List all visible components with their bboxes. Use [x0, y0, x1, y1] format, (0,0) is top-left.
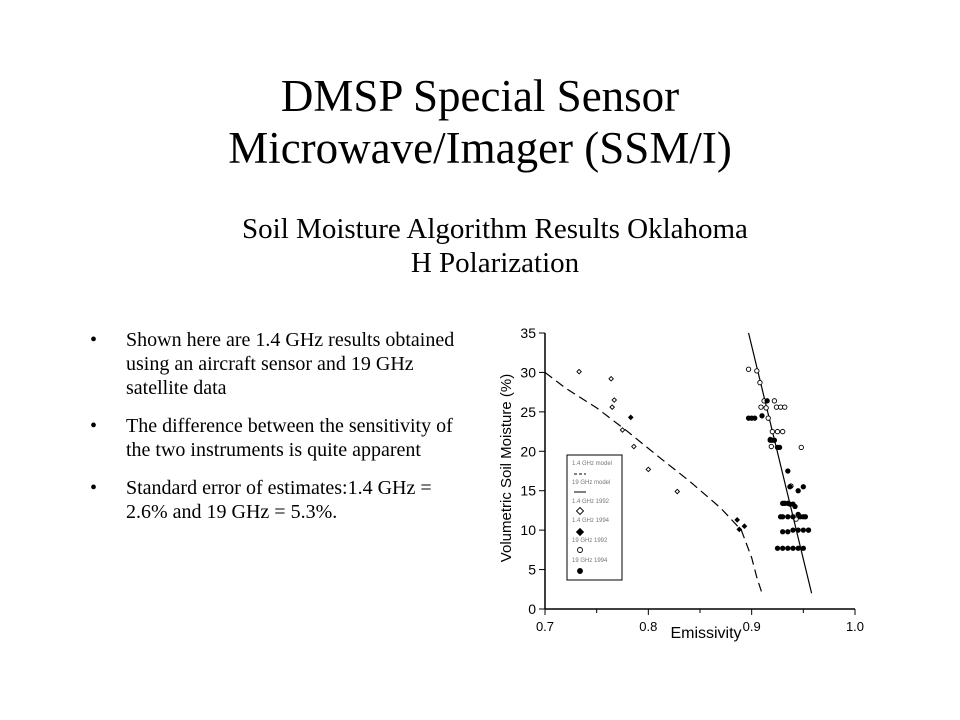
point-filled-circle: [785, 514, 791, 520]
legend-box: [566, 454, 623, 581]
y-tick-label: 0: [528, 601, 536, 617]
x-tick-label: 0.9: [743, 619, 761, 634]
bullet-dot-icon: •: [90, 329, 98, 351]
point-filled-diamond: [627, 414, 634, 421]
point-open-circle: [757, 380, 763, 386]
point-filled-circle: [785, 529, 791, 535]
point-open-circle: [768, 443, 774, 450]
point-filled-circle: [795, 527, 801, 533]
x-tick-label: 0.7: [536, 619, 554, 634]
legend-entry-label: 19 GHz 1992: [572, 538, 608, 544]
point-open-circle: [771, 398, 778, 404]
bullet-text: Standard error of estimates:1.4 GHz = 2.…: [126, 477, 432, 523]
y-tick-label: 30: [520, 364, 536, 380]
point-filled-diamond: [734, 517, 741, 523]
point-filled-diamond: [736, 526, 743, 533]
y-tick-label: 5: [528, 562, 536, 578]
subtitle-line-2: H Polarization: [410, 247, 580, 279]
point-open-circle: [754, 368, 760, 374]
point-open-circle: [765, 415, 771, 421]
y-tick-label: 35: [520, 325, 536, 341]
model-line-14ghz: [544, 371, 763, 594]
point-open-diamond: [576, 368, 582, 375]
x-tick-label: 0.8: [639, 619, 657, 634]
point-filled-circle: [764, 398, 770, 404]
point-open-diamond: [619, 427, 626, 433]
point-open-diamond: [674, 488, 681, 495]
bullet-item: • Standard error of estimates:1.4 GHz = …: [90, 476, 475, 524]
bullet-item: • The difference between the sensitivity…: [90, 414, 475, 462]
y-tick-label: 15: [520, 483, 536, 499]
subtitle-line-1: Soil Moisture Algorithm Results Oklahoma: [242, 213, 748, 245]
point-open-diamond: [609, 404, 616, 410]
point-filled-circle: [780, 545, 786, 551]
point-filled-circle: [790, 514, 796, 520]
point-filled-circle: [777, 514, 784, 520]
point-filled-circle: [800, 545, 806, 551]
legend-symbol: [575, 506, 585, 516]
point-open-circle: [758, 404, 764, 410]
slide-subtitle: Soil Moisture Algorithm Results Oklahoma…: [0, 212, 960, 280]
point-filled-circle: [790, 545, 796, 551]
point-filled-circle: [792, 503, 798, 510]
slide-title: DMSP Special Sensor Microwave/Imager (SS…: [0, 70, 960, 174]
point-open-diamond: [631, 443, 637, 450]
legend-symbol: [577, 568, 583, 574]
y-tick-label: 25: [520, 404, 536, 420]
point-filled-circle: [800, 527, 806, 533]
point-filled-circle: [776, 444, 783, 450]
point-filled-circle: [774, 545, 781, 551]
point-open-circle: [798, 444, 804, 450]
point-filled-circle: [800, 484, 806, 490]
bullet-text: The difference between the sensitivity o…: [126, 415, 453, 461]
x-tick-label: 1.0: [846, 619, 864, 634]
point-filled-circle: [759, 413, 765, 419]
point-open-circle: [745, 366, 752, 372]
legend-entry-label: 19 GHz model: [572, 480, 610, 486]
legend-entry-label: 1.4 GHz 1992: [572, 499, 610, 505]
point-open-diamond: [645, 466, 652, 473]
point-filled-circle: [802, 514, 809, 520]
x-axis-label: Emissivity: [670, 625, 741, 642]
point-filled-circle: [787, 484, 793, 490]
point-open-diamond: [608, 375, 614, 382]
y-tick-label: 10: [520, 522, 536, 538]
legend-entry-label: 19 GHz 1994: [572, 558, 608, 564]
point-open-circle: [763, 405, 769, 411]
y-tick-label: 20: [520, 443, 536, 459]
point-open-circle: [780, 428, 786, 435]
point-filled-circle: [795, 545, 801, 551]
point-filled-circle: [780, 529, 786, 535]
title-line-2: Microwave/Imager (SSM/I): [228, 123, 732, 173]
point-filled-circle: [795, 488, 801, 494]
point-filled-circle: [771, 437, 778, 443]
legend-entry-label: 1.4 GHz model: [572, 461, 612, 467]
point-filled-diamond: [741, 523, 748, 530]
bullet-list: • Shown here are 1.4 GHz results obtaine…: [90, 328, 475, 538]
y-axis-label: Volumetric Soil Moisture (%): [498, 374, 515, 562]
bullet-text: Shown here are 1.4 GHz results obtained …: [126, 329, 455, 399]
title-line-1: DMSP Special Sensor: [280, 71, 680, 121]
bullet-dot-icon: •: [90, 415, 98, 437]
legend-symbol: [575, 527, 585, 537]
point-filled-circle: [785, 468, 791, 474]
point-filled-circle: [805, 527, 812, 533]
model-line-19ghz: [747, 332, 813, 594]
point-open-circle: [769, 428, 775, 435]
legend-symbol: [577, 547, 583, 553]
legend-entry-label: 1.4 GHz 1994: [572, 518, 610, 524]
point-open-circle: [774, 428, 781, 435]
point-open-diamond: [611, 397, 618, 403]
bullet-dot-icon: •: [90, 477, 98, 499]
point-filled-circle: [785, 545, 791, 551]
bullet-item: • Shown here are 1.4 GHz results obtaine…: [90, 328, 475, 400]
point-filled-circle: [752, 415, 758, 421]
point-filled-circle: [790, 527, 796, 533]
point-open-circle: [782, 404, 788, 410]
